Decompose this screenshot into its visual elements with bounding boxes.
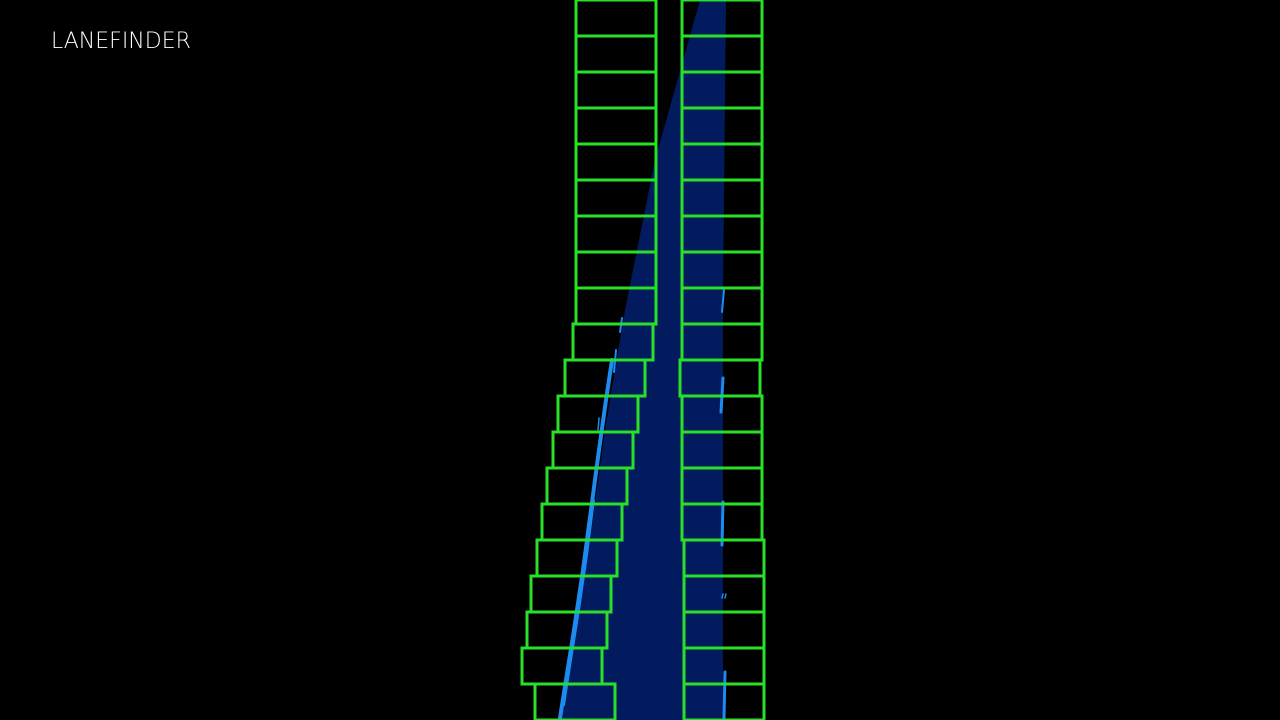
left-lane-pixels-inner xyxy=(563,499,595,706)
left-search-window xyxy=(574,34,658,74)
left-search-window xyxy=(574,106,658,146)
right-lane-fragment-1 xyxy=(721,289,725,313)
right-lane-fragment-3 xyxy=(720,500,725,547)
app-title: LANEFINDER xyxy=(51,29,191,54)
right-lane-fragment-5 xyxy=(722,670,727,720)
left-search-window xyxy=(574,0,658,38)
sliding-window-group xyxy=(520,0,766,720)
left-search-window xyxy=(533,682,617,720)
left-search-window xyxy=(574,70,658,110)
right-lane-fragment-4 xyxy=(721,593,727,599)
right-search-window xyxy=(682,682,766,720)
left-search-window xyxy=(574,142,658,182)
left-lane-fragment-mid xyxy=(597,417,600,431)
left-search-window xyxy=(574,178,658,218)
